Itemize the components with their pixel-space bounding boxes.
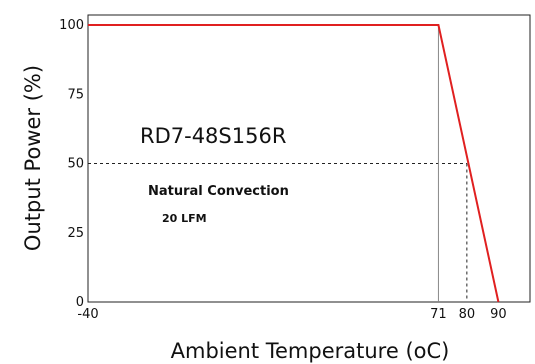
x-tick-label-90: 90 [490,307,507,322]
condition-label: Natural Convection [148,184,289,199]
y-tick-label-100: 100 [59,18,84,33]
y-tick-label-75: 75 [67,87,84,102]
plot-frame [87,14,531,303]
y-tick-label-25: 25 [67,226,84,241]
x-tick-label-neg40: -40 [77,307,98,322]
x-tick-label-71: 71 [430,307,447,322]
x-tick-label-80: 80 [459,307,476,322]
y-tick-label-0: 0 [76,295,84,310]
derating-curve [88,24,500,303]
model-label: RD7-48S156R [140,124,286,148]
x-axis-ticks: -40 71 80 90 [77,307,506,322]
airflow-label: 20 LFM [162,212,207,225]
y-tick-label-50: 50 [67,157,84,172]
y-axis-ticks: 0 25 50 75 100 [59,18,84,310]
y-axis-title: Output Power (%) [21,65,45,251]
x-axis-title: Ambient Temperature (oC) [171,339,450,363]
